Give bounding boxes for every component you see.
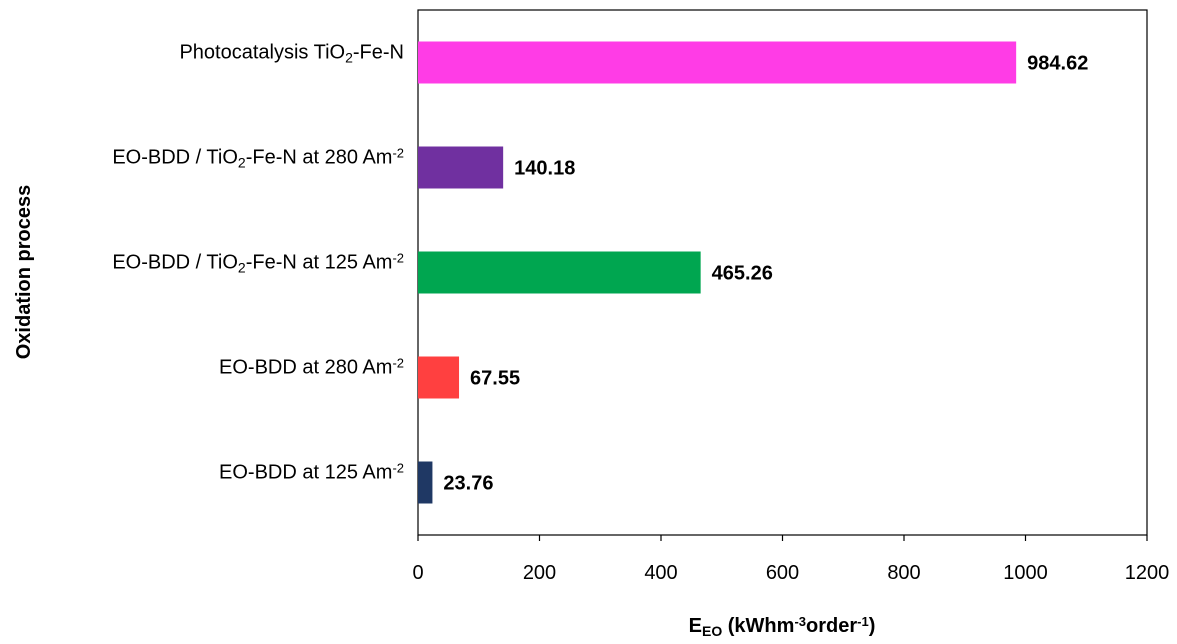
bar xyxy=(418,461,433,504)
data-label: 67.55 xyxy=(470,368,520,390)
x-tick-label: 600 xyxy=(766,562,799,584)
data-label: 984.62 xyxy=(1027,53,1088,75)
x-tick-label: 200 xyxy=(523,562,556,584)
x-tick-label: 400 xyxy=(644,562,677,584)
x-tick-label: 0 xyxy=(412,562,423,584)
bar xyxy=(418,251,701,294)
x-axis-title: EEO (kWhm-3order-1) xyxy=(689,614,876,638)
category-label: EO-BDD at 125 Am-2 xyxy=(219,461,404,484)
bar xyxy=(418,146,504,189)
bar xyxy=(418,41,1017,84)
category-labels-layer: EO-BDD at 125 Am-2 EO-BDD at 280 Am-2 EO-B… xyxy=(112,42,404,484)
category-label: EO-BDD / TiO2-Fe-N at 280 Am-2 xyxy=(112,146,404,170)
category-label: EO-BDD / TiO2-Fe-N at 125 Am-2 xyxy=(112,251,404,275)
category-label: EO-BDD at 280 Am-2 xyxy=(219,356,404,379)
x-tick-label: 1200 xyxy=(1125,562,1170,584)
x-tick-label: 1000 xyxy=(1003,562,1048,584)
bars-layer xyxy=(418,41,1017,504)
bar xyxy=(418,356,460,399)
y-axis-title: Oxidation process xyxy=(13,185,35,360)
data-label: 23.76 xyxy=(443,473,493,495)
x-axis-ticks: 0 200 400 600 800 1000 1200 xyxy=(412,535,1169,584)
x-tick-label: 800 xyxy=(887,562,920,584)
data-labels-layer: 23.76 67.55 465.26 140.18 984.62 xyxy=(443,53,1088,495)
category-label: Photocatalysis TiO2-Fe-N xyxy=(179,42,404,66)
data-label: 465.26 xyxy=(712,263,773,285)
data-label: 140.18 xyxy=(514,158,575,180)
